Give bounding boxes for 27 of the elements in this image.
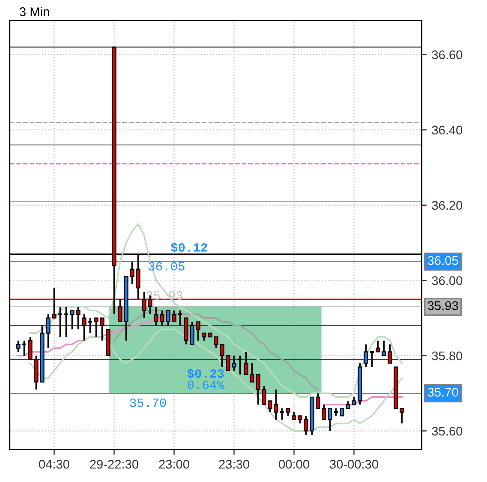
candlestick bbox=[88, 318, 93, 334]
x-tick-label: 29-22:30 bbox=[90, 460, 139, 469]
candlestick bbox=[82, 314, 87, 342]
y-tick-label: 35.80 bbox=[432, 352, 463, 361]
x-tick-label: 04:30 bbox=[39, 460, 70, 469]
ref-line-label: 36.05 bbox=[428, 256, 458, 266]
annotation: 0.64% bbox=[188, 380, 225, 390]
ref-line-label: 35.93 bbox=[428, 302, 458, 310]
chart-title: 3 Min bbox=[20, 7, 50, 16]
ref-line-label: 35.70 bbox=[428, 388, 458, 397]
candlestick bbox=[16, 340, 21, 353]
annotation: 35.70 bbox=[130, 398, 166, 408]
annotation: 36.05 bbox=[148, 262, 185, 271]
y-tick-label: 36.20 bbox=[432, 201, 463, 210]
annotation: $0.23 bbox=[188, 368, 224, 379]
y-tick-label: 35.60 bbox=[432, 426, 463, 436]
y-tick-label: 36.40 bbox=[432, 126, 463, 135]
line-series bbox=[30, 223, 403, 398]
candlestick bbox=[178, 310, 183, 327]
y-tick-label: 36.00 bbox=[432, 276, 463, 286]
y-tick-label: 36.60 bbox=[432, 50, 463, 60]
x-tick-label: 23:30 bbox=[219, 460, 250, 469]
annotation: $0.12 bbox=[171, 242, 208, 253]
x-tick-label: 30-00:30 bbox=[330, 460, 378, 469]
x-tick-label: 00:00 bbox=[279, 460, 310, 469]
x-tick-label: 23:00 bbox=[159, 460, 190, 469]
candlestick bbox=[364, 344, 369, 368]
